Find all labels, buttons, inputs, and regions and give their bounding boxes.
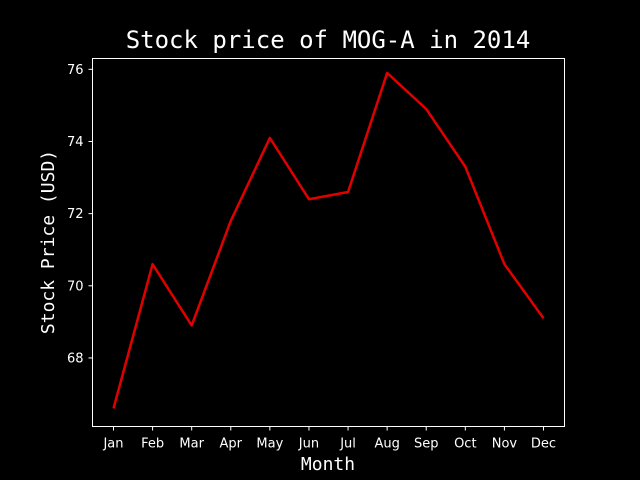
x-tick-label: Oct: [454, 437, 476, 452]
x-tick-label: Jul: [339, 437, 356, 452]
x-tick-label: Apr: [220, 437, 243, 452]
x-tick-label: Aug: [374, 437, 399, 452]
chart-title: Stock price of MOG-A in 2014: [126, 26, 531, 54]
y-tick-label: 72: [67, 207, 84, 222]
x-axis-label: Month: [301, 454, 355, 475]
x-tick-label: May: [256, 437, 283, 452]
x-tick-label: Nov: [492, 437, 518, 452]
y-tick-label: 76: [67, 63, 84, 78]
x-tick-label: Sep: [414, 437, 439, 452]
y-tick-label: 74: [67, 135, 84, 150]
x-tick-label: Dec: [531, 437, 556, 452]
y-tick-label: 68: [67, 351, 84, 366]
series-line: [112, 71, 545, 409]
x-axis: Jan Feb Mar Apr May Jun Jul Aug Sep Oct Nov Dec: [102, 426, 556, 452]
x-tick-label: Mar: [179, 437, 204, 452]
y-axis-label: Stock Price (USD): [38, 150, 59, 334]
x-tick-label: Jun: [298, 437, 319, 452]
x-tick-label: Feb: [141, 437, 164, 452]
y-axis: 68 70 72 74 76: [67, 63, 93, 366]
plot-area-frame: [92, 58, 565, 427]
series-layer: [112, 71, 545, 409]
y-tick-label: 70: [67, 279, 84, 294]
x-tick-label: Jan: [102, 437, 123, 452]
